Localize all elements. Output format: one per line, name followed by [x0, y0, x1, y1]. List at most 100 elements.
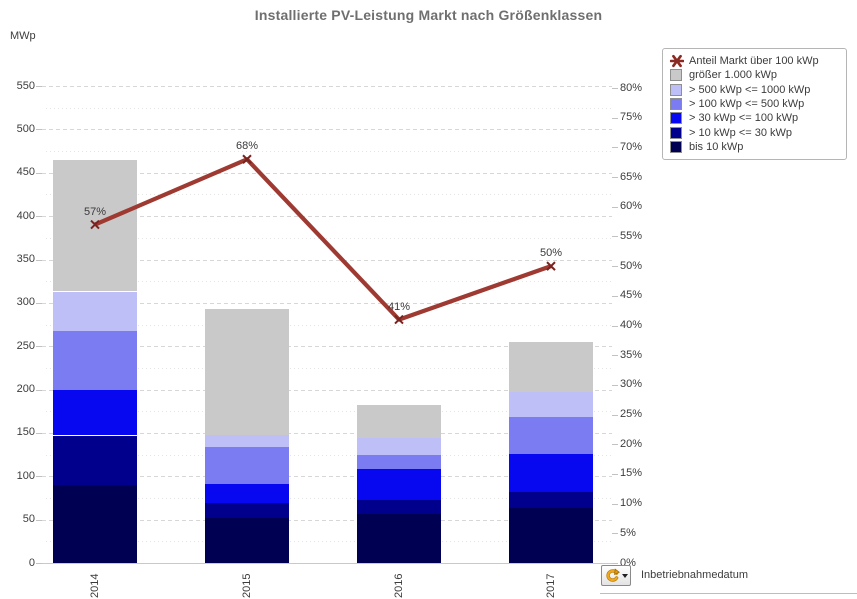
- legend-item: > 10 kWp <= 30 kWp: [670, 126, 839, 140]
- legend-item: bis 10 kWp: [670, 140, 839, 154]
- bar-segment: [205, 503, 289, 518]
- y2-axis-tick: [612, 444, 618, 446]
- y2-axis-tick-label: 65%: [620, 170, 643, 183]
- y2-axis-tick-label: 50%: [620, 259, 643, 272]
- legend-item: > 30 kWp <= 100 kWp: [670, 111, 839, 125]
- star-marker-icon: [670, 54, 684, 68]
- bar-segment: [357, 454, 441, 470]
- y-axis-tick-label: 400: [16, 209, 35, 222]
- y-axis-tick: [36, 389, 42, 391]
- y-axis-tick: [36, 86, 42, 87]
- x-axis-tick-label: 2015: [241, 573, 253, 598]
- bar-segment: [53, 291, 137, 332]
- line-data-label: 57%: [83, 205, 107, 218]
- gridline-major: [42, 389, 612, 391]
- bar-segment: [205, 517, 289, 563]
- trend-line: [94, 157, 552, 322]
- gridline-minor: [46, 541, 612, 543]
- line-data-label: 50%: [539, 247, 563, 260]
- legend-label: Anteil Markt über 100 kWp: [689, 55, 819, 67]
- legend-item: > 500 kWp <= 1000 kWp: [670, 83, 839, 97]
- y-axis-tick-label: 250: [16, 339, 35, 352]
- y2-axis-tick: [612, 266, 618, 268]
- y2-axis-tick: [612, 355, 618, 357]
- y2-axis-tick-label: 15%: [620, 467, 643, 480]
- y-axis-tick-label: 100: [16, 469, 35, 482]
- x-axis-tick-label: 2014: [89, 573, 101, 598]
- y-axis-tick: [36, 302, 42, 304]
- bar-segment: [357, 405, 441, 439]
- y-axis-tick: [36, 346, 42, 348]
- bar-segment: [509, 392, 593, 418]
- y2-axis-tick-label: 20%: [620, 437, 643, 450]
- bar-segment: [205, 308, 289, 435]
- gridline-major: [42, 476, 612, 478]
- gridline-minor: [46, 324, 612, 326]
- line-marker-x: [546, 261, 556, 271]
- bar-segment: [509, 508, 593, 563]
- footer-separator: [600, 593, 857, 594]
- y2-axis-tick: [612, 414, 618, 416]
- y-axis-tick-label: 150: [16, 426, 35, 439]
- bar-segment: [53, 390, 137, 436]
- bar-segment: [509, 341, 593, 393]
- gridline-minor: [46, 454, 612, 456]
- bar-segment: [205, 484, 289, 504]
- y-axis-tick: [36, 129, 42, 131]
- y-axis-tick-label: 300: [16, 296, 35, 309]
- legend-swatch: [670, 112, 682, 125]
- bar-segment: [205, 434, 289, 447]
- gridline-major: [42, 346, 612, 348]
- x-axis-tick-label: 2016: [393, 573, 405, 598]
- bar-segment: [53, 331, 137, 391]
- bar-segment: [357, 514, 441, 563]
- legend-label: > 500 kWp <= 1000 kWp: [689, 83, 811, 96]
- y-axis-tick-label: 550: [16, 79, 35, 92]
- legend-label: > 10 kWp <= 30 kWp: [689, 126, 793, 139]
- refresh-dropdown-button[interactable]: [601, 565, 631, 586]
- bar-segment: [357, 469, 441, 500]
- legend-item: > 100 kWp <= 500 kWp: [670, 97, 839, 111]
- legend-swatch: [670, 140, 682, 153]
- y2-axis-tick: [612, 117, 618, 119]
- legend-label: > 100 kWp <= 500 kWp: [689, 97, 805, 110]
- y2-axis-tick: [612, 206, 618, 208]
- line-marker-x: [242, 154, 252, 164]
- y-axis-tick: [36, 519, 42, 521]
- gridline-major: [42, 86, 612, 87]
- gridline-minor: [46, 411, 612, 413]
- y2-axis-tick-label: 75%: [620, 111, 643, 124]
- y-axis-tick: [36, 172, 42, 174]
- bar-segment: [357, 438, 441, 455]
- bar-segment: [509, 491, 593, 509]
- gridline-major: [42, 519, 612, 521]
- y2-axis-tick: [612, 295, 618, 297]
- legend-swatch: [670, 83, 682, 96]
- bar-segment: [53, 484, 137, 563]
- bar-segment: [509, 453, 593, 492]
- bar-segment: [357, 499, 441, 515]
- y2-axis-tick-label: 10%: [620, 497, 643, 510]
- legend: Anteil Markt über 100 kWp größer 1.000 kW…: [662, 48, 847, 160]
- legend-item: Anteil Markt über 100 kWp: [670, 54, 839, 68]
- gridline-major: [42, 432, 612, 434]
- y2-axis-tick: [612, 473, 618, 475]
- y2-axis-tick: [612, 503, 618, 505]
- y2-axis-tick: [612, 384, 618, 386]
- y-axis-unit-label: MWp: [10, 30, 36, 42]
- gridline-minor: [46, 107, 612, 109]
- line-data-label: 41%: [387, 300, 411, 313]
- x-axis-line: [42, 563, 612, 564]
- legend-label: > 30 kWp <= 100 kWp: [689, 112, 799, 125]
- line-data-label: 68%: [235, 140, 259, 153]
- y2-axis-tick: [612, 563, 618, 564]
- y2-axis-tick: [612, 533, 618, 535]
- y2-axis-tick-label: 25%: [620, 408, 643, 421]
- bar-segment: [509, 417, 593, 454]
- gridline-minor: [46, 151, 612, 152]
- legend-swatch: [670, 126, 682, 139]
- dropdown-arrow-icon: [621, 573, 628, 578]
- legend-label: bis 10 kWp: [689, 140, 744, 153]
- y2-axis-tick: [612, 325, 618, 327]
